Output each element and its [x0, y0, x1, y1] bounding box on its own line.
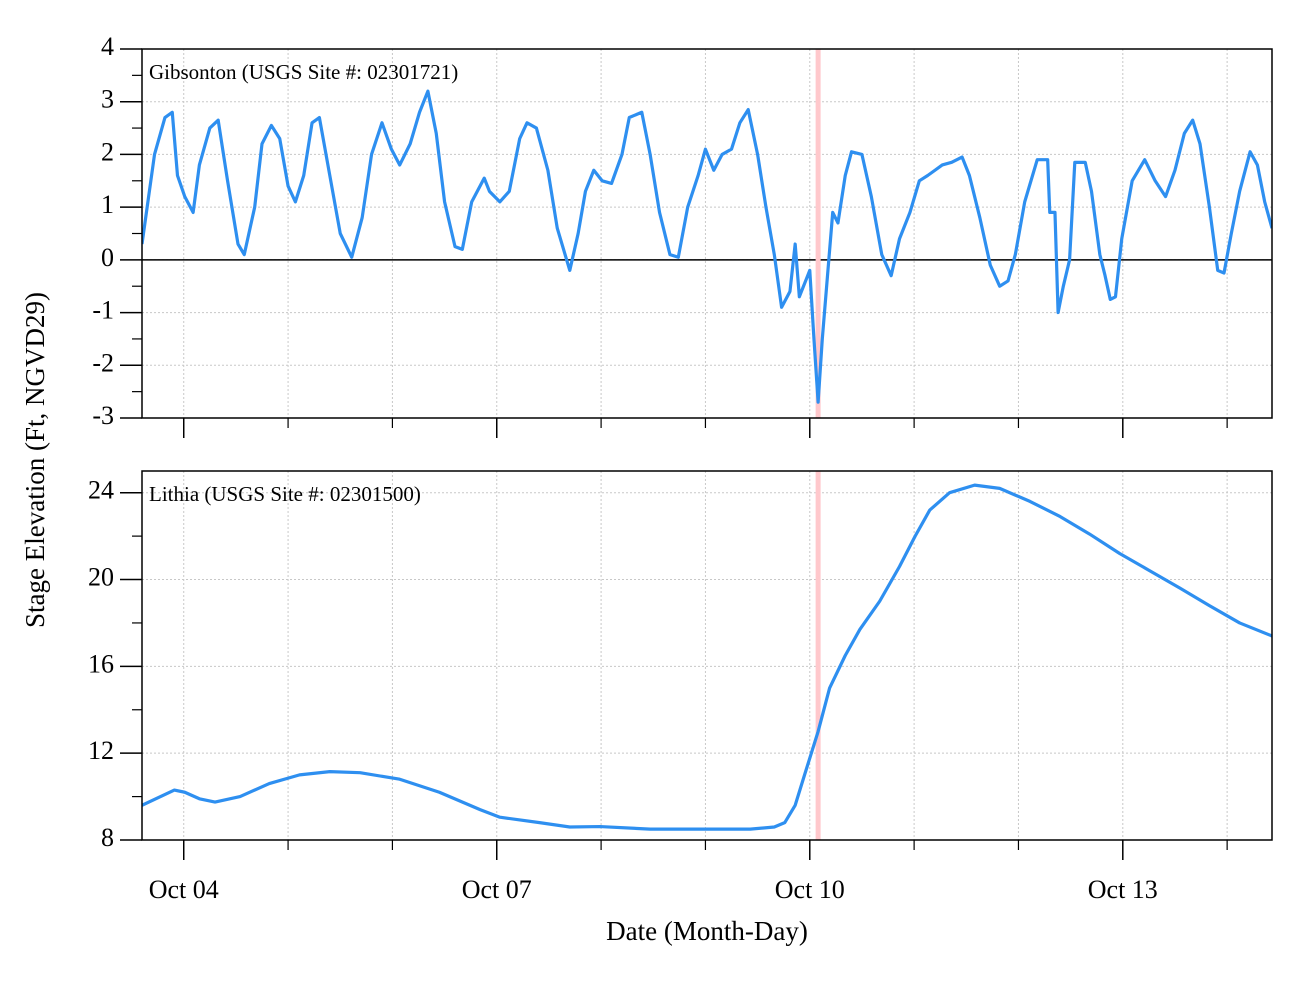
- data-line: [142, 483, 1272, 831]
- x-axis-label: Date (Month-Day): [606, 916, 808, 946]
- y-tick-label: 20: [88, 562, 114, 591]
- y-axis-label: Stage Elevation (Ft, NGVD29): [20, 292, 50, 628]
- y-tick-label: 8: [101, 823, 114, 852]
- panel-title: Lithia (USGS Site #: 02301500): [149, 482, 421, 506]
- y-tick-label: 1: [101, 190, 114, 219]
- plot-frame: [141, 48, 1273, 419]
- y-tick-label: -3: [92, 401, 114, 430]
- y-tick-label: -1: [92, 296, 114, 325]
- x-tick-label: Oct 10: [775, 875, 845, 904]
- x-tick-label: Oct 04: [149, 875, 219, 904]
- y-tick-label: 4: [101, 32, 114, 61]
- y-tick-label: -2: [92, 348, 114, 377]
- data-line: [142, 89, 1272, 404]
- x-tick-label: Oct 13: [1088, 875, 1158, 904]
- y-tick-label: 3: [101, 85, 114, 114]
- y-tick-label: 12: [88, 736, 114, 765]
- y-tick-label: 0: [101, 243, 114, 272]
- plot-frame: [141, 470, 1273, 841]
- x-tick-label: Oct 07: [462, 875, 532, 904]
- y-tick-label: 24: [88, 476, 114, 505]
- y-tick-label: 16: [88, 649, 114, 678]
- y-tick-label: 2: [101, 137, 114, 166]
- panel-title: Gibsonton (USGS Site #: 02301721): [149, 60, 458, 84]
